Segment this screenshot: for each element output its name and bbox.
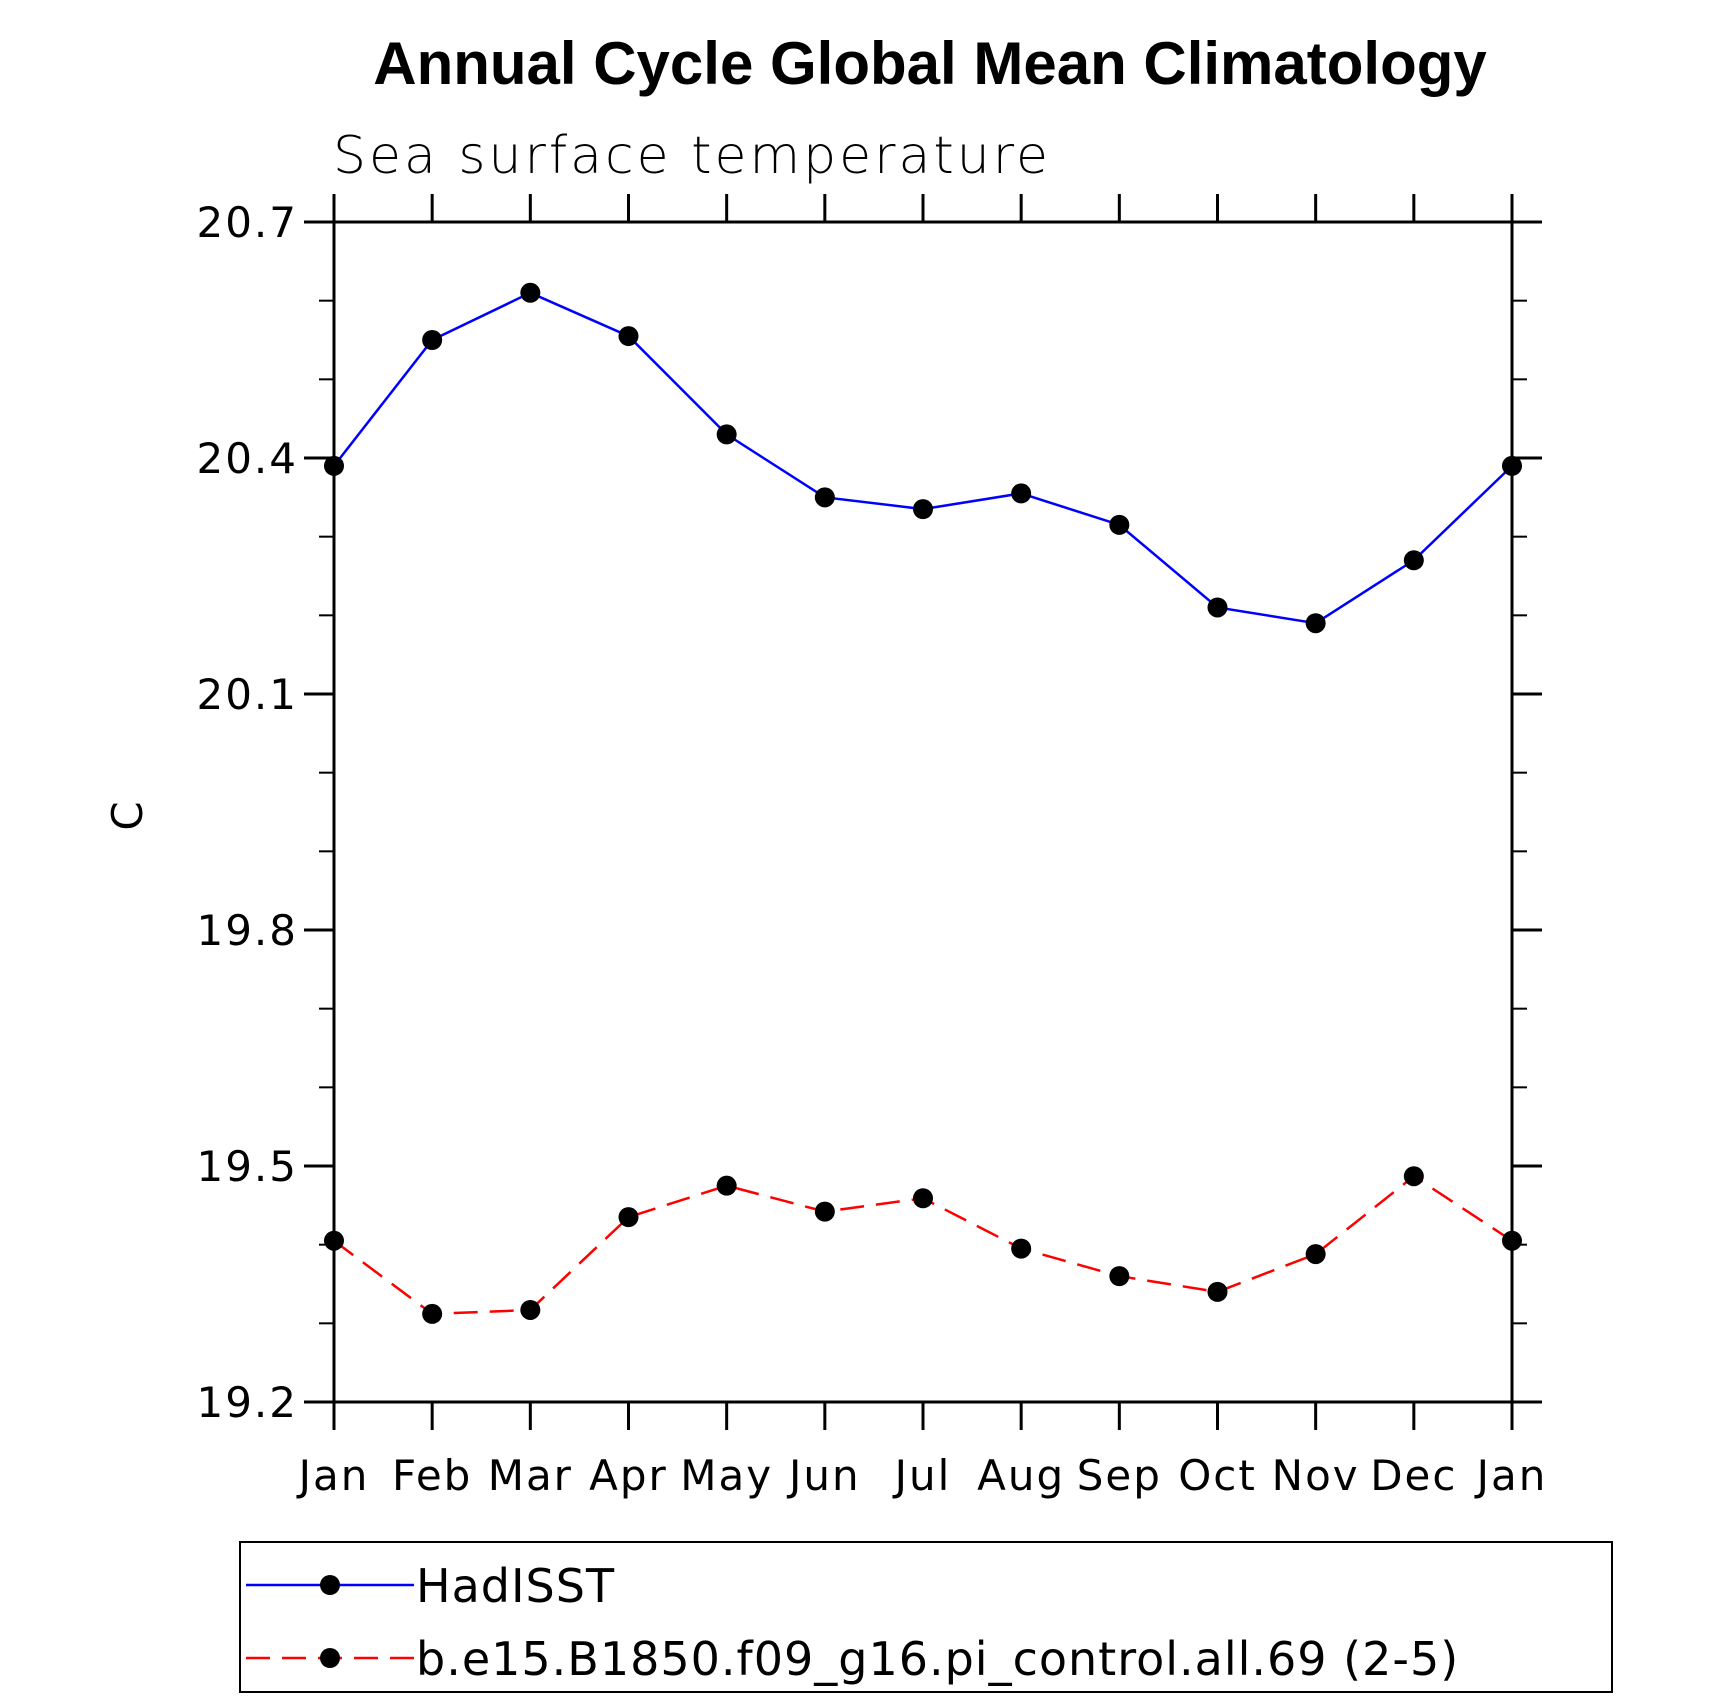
x-tick-label: Jan [1474,1451,1548,1500]
legend-entry-label: b.e15.B1850.f09_g16.pi_control.all.69 (2… [416,1632,1459,1686]
data-point [1109,1266,1130,1287]
plot-frame [332,220,1514,1404]
data-point [520,282,541,303]
data-point [324,1230,344,1251]
x-tick-label: Feb [392,1451,472,1500]
x-tick-label: Mar [488,1451,573,1500]
x-tick-label: Jan [296,1451,370,1500]
x-tick-label: Apr [589,1451,668,1500]
data-point [324,455,344,476]
data-point [520,1299,541,1320]
legend-entry-label: HadISST [416,1559,615,1613]
data-point [1011,483,1032,504]
y-tick-label: 20.1 [196,670,298,719]
legend-marker [320,1648,340,1668]
data-point [716,424,737,445]
x-tick-label: Oct [1178,1451,1257,1500]
data-point [422,1303,443,1324]
x-tick-label: Aug [977,1451,1065,1500]
y-tick-label: 19.5 [196,1142,298,1191]
legend-marker [320,1575,340,1595]
data-point [1305,1244,1326,1265]
x-tick-label: Dec [1370,1451,1457,1500]
data-point [1207,1281,1228,1302]
data-point [1305,613,1326,634]
legend: HadISST b.e15.B1850.f09_g16.pi_control.al… [239,1541,1613,1693]
data-point [716,1175,737,1196]
chart-title: Annual Cycle Global Mean Climatology [373,30,1487,97]
axes: 19.2 19.5 19.8 20.1 20.4 20.7 Jan Feb Mar Apr May J… [196,194,1548,1500]
series-hadisst [324,282,1522,634]
data-point [814,487,835,508]
x-tick-label: May [680,1451,773,1500]
data-point [1403,1166,1424,1187]
series-line [333,291,1513,625]
data-point [913,499,933,520]
data-point [618,326,639,347]
data-point [1011,1238,1032,1259]
data-point [422,330,443,350]
x-tick-label: Nov [1272,1451,1360,1500]
series-layer [324,282,1522,1324]
x-tick-label: Sep [1077,1451,1162,1500]
data-point [1502,1230,1522,1251]
y-tick-label: 19.2 [196,1378,298,1427]
data-point [814,1201,835,1222]
legend-box [239,1541,1613,1693]
y-tick-label: 20.7 [196,198,298,247]
data-point [1403,550,1424,571]
series-model [324,1166,1522,1324]
y-tick-label: 19.8 [196,906,298,955]
data-point [1207,597,1228,618]
x-tick-label: Jul [892,1451,952,1500]
data-point [1502,455,1522,476]
y-axis-label: C [103,801,152,830]
x-tick-label: Jun [786,1451,861,1500]
data-point [1109,514,1130,535]
y-tick-label: 20.4 [196,434,298,483]
data-point [618,1207,639,1228]
chart-subtitle: Sea surface temperature [333,126,1051,186]
data-point [913,1188,933,1209]
